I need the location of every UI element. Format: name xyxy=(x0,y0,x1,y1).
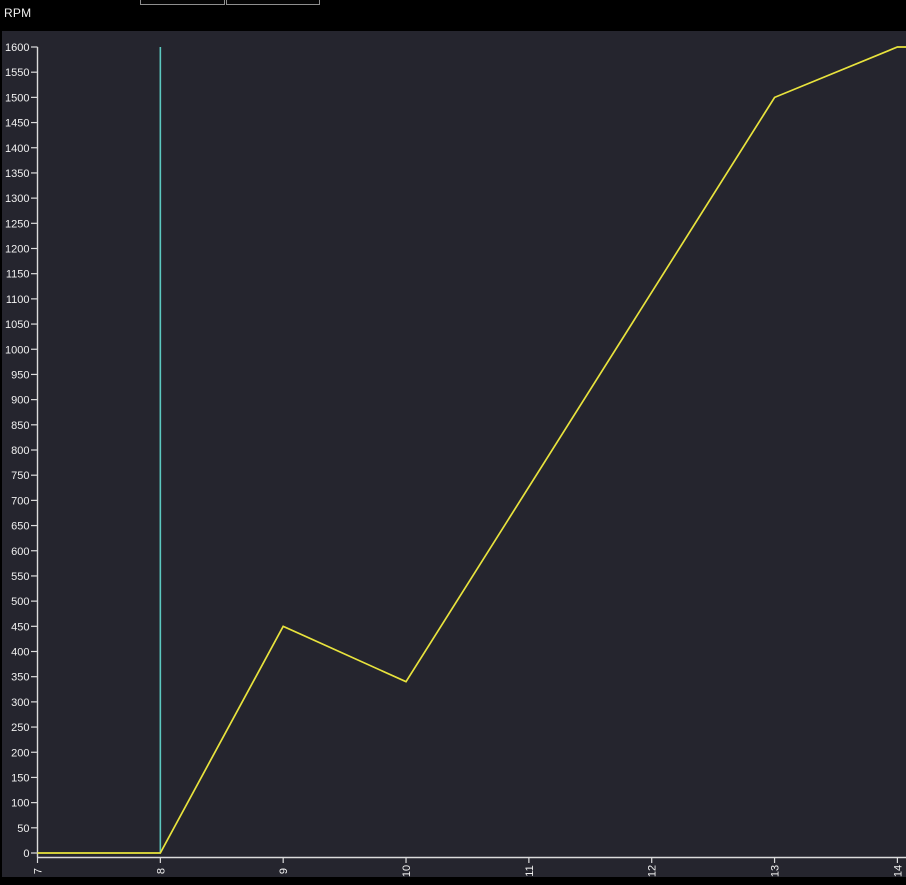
svg-text:0: 0 xyxy=(23,848,29,860)
svg-text:13: 13 xyxy=(770,865,782,877)
svg-text:14: 14 xyxy=(892,865,904,877)
svg-text:250: 250 xyxy=(11,722,29,734)
svg-text:650: 650 xyxy=(11,521,29,533)
svg-text:1000: 1000 xyxy=(5,344,29,356)
svg-text:1050: 1050 xyxy=(5,319,29,331)
svg-text:550: 550 xyxy=(11,571,29,583)
svg-text:350: 350 xyxy=(11,672,29,684)
svg-text:1300: 1300 xyxy=(5,193,29,205)
svg-text:1600: 1600 xyxy=(5,42,29,54)
svg-text:50: 50 xyxy=(17,823,29,835)
x-axis-ticks: 7 8 9 10 11 12 13 14 xyxy=(33,857,904,877)
svg-text:1450: 1450 xyxy=(5,118,29,130)
svg-text:1350: 1350 xyxy=(5,168,29,180)
svg-text:700: 700 xyxy=(11,495,29,507)
svg-text:600: 600 xyxy=(11,546,29,558)
svg-text:150: 150 xyxy=(11,772,29,784)
plot-area xyxy=(2,31,906,877)
svg-text:7: 7 xyxy=(33,868,45,874)
svg-text:950: 950 xyxy=(11,369,29,381)
svg-text:400: 400 xyxy=(11,647,29,659)
svg-text:100: 100 xyxy=(11,798,29,810)
y-axis-title: RPM xyxy=(4,6,32,20)
rpm-series-line xyxy=(37,46,906,854)
svg-text:1500: 1500 xyxy=(5,92,29,104)
svg-text:500: 500 xyxy=(11,596,29,608)
toolbar-button-1[interactable] xyxy=(140,0,225,5)
svg-text:1550: 1550 xyxy=(5,67,29,79)
svg-text:850: 850 xyxy=(11,420,29,432)
toolbar-button-2[interactable] xyxy=(226,0,320,5)
svg-text:300: 300 xyxy=(11,697,29,709)
svg-text:1150: 1150 xyxy=(6,269,30,281)
svg-text:800: 800 xyxy=(11,445,29,457)
svg-text:200: 200 xyxy=(11,747,29,759)
y-axis-ticks: 0 50 100 150 200 250 300 350 400 450 500 550 600 650 7… xyxy=(5,42,38,860)
svg-text:1100: 1100 xyxy=(6,294,30,306)
svg-text:12: 12 xyxy=(647,865,659,877)
svg-text:1200: 1200 xyxy=(5,244,29,256)
svg-text:9: 9 xyxy=(278,868,290,874)
svg-text:1250: 1250 xyxy=(5,218,29,230)
svg-text:750: 750 xyxy=(11,470,29,482)
axes xyxy=(36,47,906,859)
svg-text:10: 10 xyxy=(401,865,413,877)
svg-text:11: 11 xyxy=(524,865,536,876)
svg-text:450: 450 xyxy=(11,621,29,633)
svg-text:1400: 1400 xyxy=(5,143,29,155)
svg-text:8: 8 xyxy=(155,868,167,874)
svg-text:900: 900 xyxy=(11,395,29,407)
